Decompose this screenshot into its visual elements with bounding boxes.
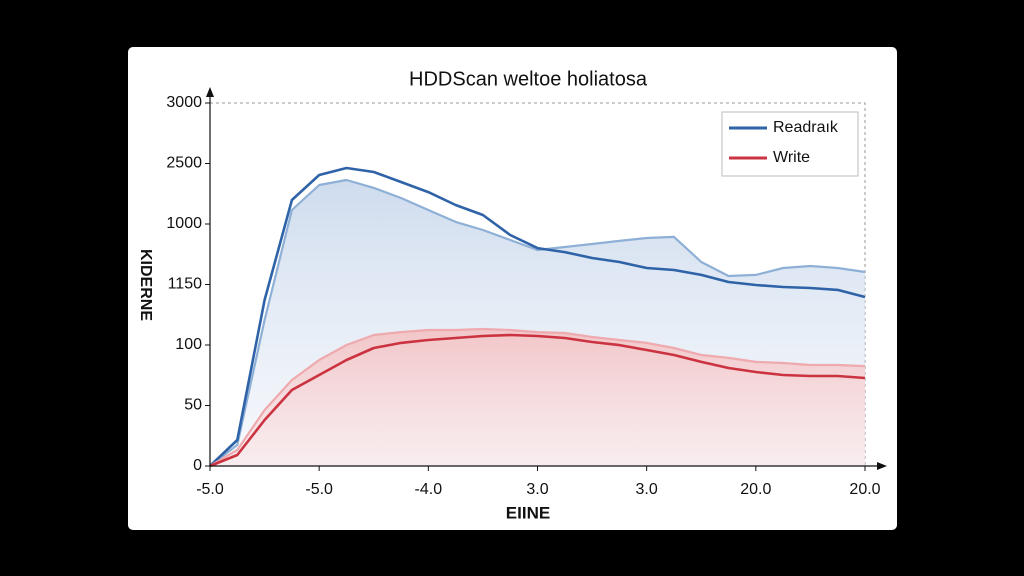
area [210,329,865,466]
y-tick-label: 50 [184,397,202,414]
line [209,333,866,468]
y-tick-label: 3000 [166,94,202,111]
y-arrow [206,87,214,97]
y-tick-label: 100 [175,336,202,353]
x-tick-label: 20.0 [740,481,771,498]
y-tick-label: 1000 [166,215,202,232]
y-tick-label: 2500 [166,155,202,172]
chart-title: HDDScan weltoe holiatosa [409,68,648,90]
legend-box [721,111,859,177]
line [209,166,866,467]
legend-label: Readraık [773,119,839,136]
x-tick-label: -4.0 [415,481,443,498]
x-tick-label: 3.0 [636,481,658,498]
line [209,327,866,467]
line [209,178,866,467]
x-tick-label: 3.0 [526,481,548,498]
legend-label: Write [773,149,810,166]
x-tick-label: -5.0 [305,481,333,498]
x-arrow [877,462,887,470]
y-tick-label: 0 [193,457,202,474]
x-tick-label: 20.0 [849,481,880,498]
x-axis-label: EIINE [506,503,550,522]
y-axis-label: KIDERNE [137,249,154,321]
y-tick-label: 1150 [168,276,203,293]
x-tick-label: -5.0 [196,481,224,498]
